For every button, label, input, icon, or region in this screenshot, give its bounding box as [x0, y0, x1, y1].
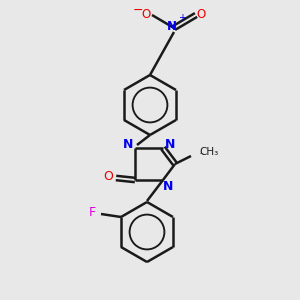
Text: CH₃: CH₃	[199, 147, 218, 157]
Text: +: +	[178, 13, 186, 23]
Text: O: O	[141, 8, 151, 20]
Text: methyl: methyl	[200, 152, 204, 154]
Text: −: −	[133, 4, 143, 16]
Text: O: O	[196, 8, 206, 20]
Text: N: N	[167, 20, 177, 32]
Text: N: N	[163, 179, 173, 193]
Text: N: N	[123, 137, 133, 151]
Text: N: N	[165, 137, 175, 151]
Text: O: O	[103, 170, 113, 184]
Text: F: F	[88, 206, 96, 220]
